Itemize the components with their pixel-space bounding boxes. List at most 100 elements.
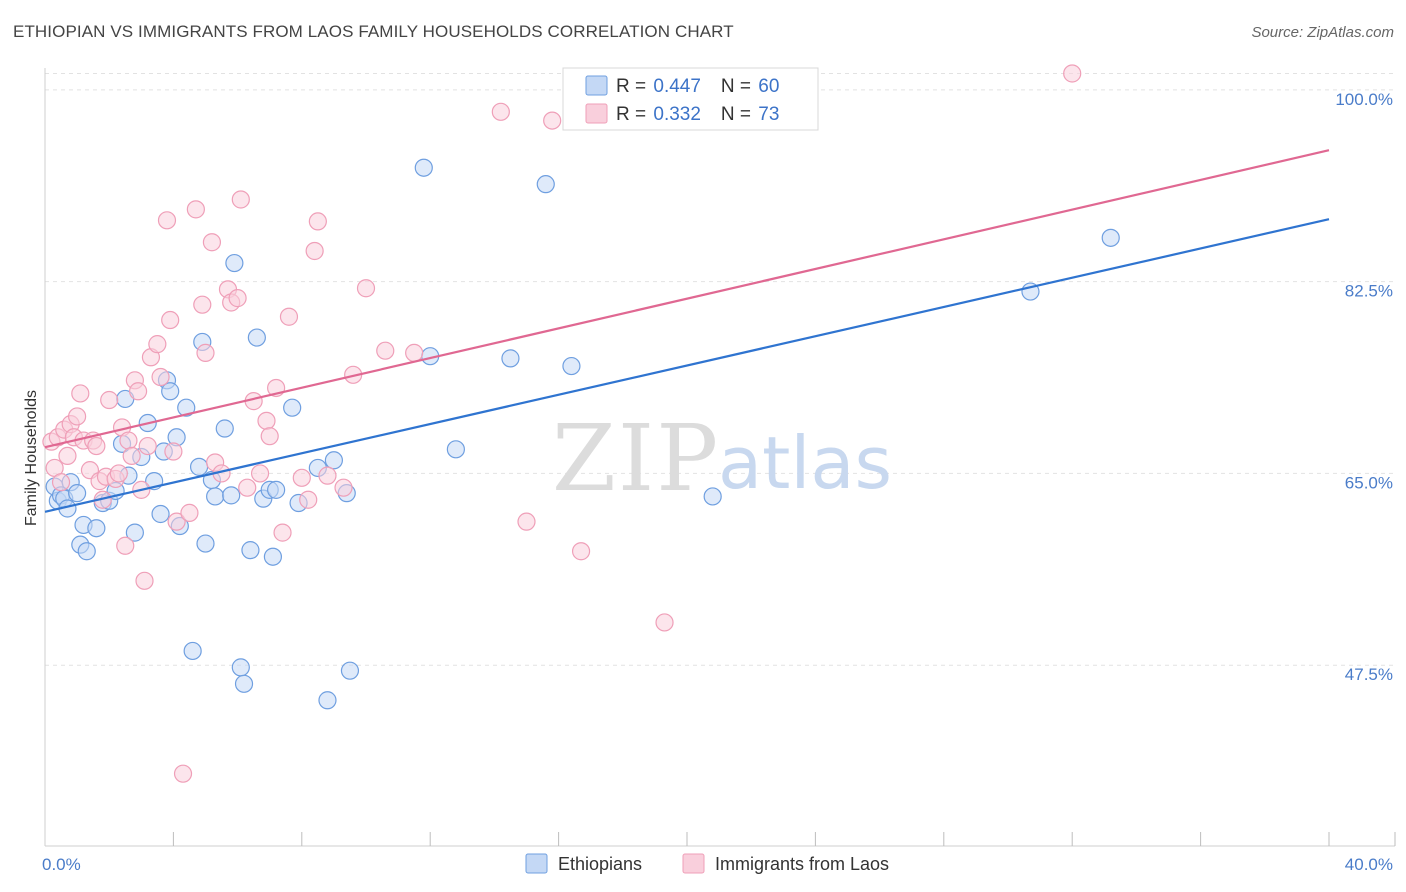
- legend-r-label-0: R =: [616, 76, 651, 97]
- point-laos-3: [51, 473, 71, 492]
- point-ethiopians-28: [183, 641, 202, 661]
- point-laos-63: [356, 279, 376, 298]
- legend-n-value-0: 60: [758, 76, 779, 97]
- point-ethiopians-21: [151, 504, 170, 524]
- y-tick-label-0: 47.5%: [1345, 665, 1393, 684]
- point-laos-30: [148, 335, 167, 354]
- series-legend: Ethiopians Immigrants from Laos: [525, 853, 889, 874]
- x-tick-labels: 0.0% 40.0%: [42, 855, 1393, 874]
- point-ethiopians-45: [283, 398, 302, 417]
- point-laos-8: [67, 407, 87, 426]
- point-laos-58: [305, 241, 324, 261]
- point-ethiopians-10: [87, 519, 106, 538]
- point-ethiopians-37: [231, 658, 250, 677]
- point-ethiopians-40: [247, 328, 266, 347]
- legend-r-value-0: 0.447: [653, 76, 701, 97]
- point-laos-50: [250, 464, 270, 483]
- point-laos-41: [202, 233, 222, 252]
- point-laos-32: [157, 211, 177, 230]
- legend-row-laos: R = 0.332 N = 73: [616, 104, 779, 125]
- point-ethiopians-55: [501, 349, 520, 368]
- point-laos-68: [543, 111, 562, 130]
- point-ethiopians-38: [234, 674, 254, 693]
- point-laos-52: [260, 427, 279, 446]
- series-label-laos: Immigrants from Laos: [715, 854, 889, 874]
- point-ethiopians-29: [189, 457, 209, 476]
- point-ethiopians-58: [703, 487, 722, 506]
- point-laos-35: [167, 512, 186, 531]
- point-ethiopians-24: [161, 382, 180, 401]
- legend-swatch-ethiopians: [585, 75, 608, 96]
- point-laos-46: [228, 289, 247, 308]
- watermark-zip: ZIP: [552, 405, 720, 512]
- point-laos-40: [196, 343, 215, 363]
- data-points: [42, 64, 1120, 783]
- point-ethiopians-9: [77, 542, 96, 561]
- trend-line-laos: [44, 149, 1330, 449]
- point-laos-51: [257, 411, 276, 430]
- watermark-atlas: atlas: [718, 421, 892, 505]
- chart-title: ETHIOPIAN VS IMMIGRANTS FROM LAOS FAMILY…: [13, 22, 734, 41]
- legend-r-label-1: R =: [616, 104, 651, 125]
- point-laos-31: [151, 367, 170, 387]
- point-ethiopians-36: [225, 253, 244, 273]
- point-ethiopians-52: [414, 158, 433, 177]
- point-laos-23: [122, 446, 141, 466]
- point-laos-55: [279, 307, 299, 326]
- point-laos-22: [119, 431, 138, 450]
- point-laos-67: [517, 512, 536, 531]
- point-ethiopians-56: [536, 175, 555, 194]
- correlation-legend: R = 0.447 N = 60 R = 0.332 N = 73: [562, 67, 819, 131]
- point-laos-64: [376, 341, 395, 360]
- y-tick-labels: 47.5% 65.0% 82.5% 100.0%: [1335, 90, 1393, 684]
- point-ethiopians-57: [562, 356, 581, 376]
- trend-line-ethiopians: [44, 218, 1330, 513]
- series-swatch-ethiopians: [525, 853, 548, 874]
- point-laos-66: [491, 102, 510, 121]
- point-ethiopians-51: [340, 661, 360, 680]
- point-laos-70: [655, 613, 674, 632]
- series-label-ethiopians: Ethiopians: [558, 854, 642, 874]
- legend-n-label-1: N =: [721, 104, 756, 125]
- point-ethiopians-6: [67, 484, 87, 503]
- x-tick-label-min: 0.0%: [42, 855, 81, 874]
- axes: [44, 68, 1396, 847]
- point-ethiopians-44: [267, 480, 286, 499]
- point-laos-48: [238, 478, 257, 497]
- point-laos-25: [128, 382, 148, 401]
- point-laos-56: [292, 468, 311, 487]
- y-axis-label: Family Households: [23, 390, 40, 526]
- point-laos-54: [273, 523, 292, 542]
- y-tick-label-2: 82.5%: [1345, 282, 1393, 301]
- legend-row-ethiopians: R = 0.447 N = 60: [616, 76, 779, 97]
- legend-swatch-laos: [585, 103, 608, 124]
- point-laos-34: [164, 442, 183, 461]
- point-laos-65: [405, 343, 424, 363]
- point-ethiopians-39: [241, 541, 260, 560]
- point-ethiopians-49: [324, 451, 343, 470]
- grid-lines: [45, 72, 1395, 666]
- point-laos-71: [1063, 64, 1082, 83]
- point-laos-33: [161, 310, 180, 330]
- y-tick-label-1: 65.0%: [1345, 473, 1393, 492]
- point-laos-36: [173, 764, 193, 783]
- trend-lines: [44, 149, 1330, 513]
- point-laos-69: [571, 542, 591, 561]
- point-ethiopians-17: [125, 523, 144, 542]
- point-laos-61: [334, 478, 353, 497]
- point-laos-39: [193, 295, 212, 314]
- point-laos-5: [58, 446, 77, 466]
- point-laos-47: [231, 190, 250, 209]
- source-credit: Source: ZipAtlas.com: [1251, 24, 1394, 41]
- point-ethiopians-33: [206, 487, 225, 506]
- x-tick-label-max: 40.0%: [1345, 855, 1393, 874]
- point-laos-57: [299, 490, 318, 509]
- point-ethiopians-43: [263, 547, 283, 566]
- point-laos-21: [116, 536, 135, 555]
- point-laos-13: [87, 436, 106, 456]
- point-laos-59: [308, 212, 327, 231]
- point-laos-60: [318, 466, 337, 485]
- y-tick-label-3: 100.0%: [1335, 90, 1393, 109]
- legend-n-label-0: N =: [721, 76, 756, 97]
- point-laos-9: [71, 384, 90, 403]
